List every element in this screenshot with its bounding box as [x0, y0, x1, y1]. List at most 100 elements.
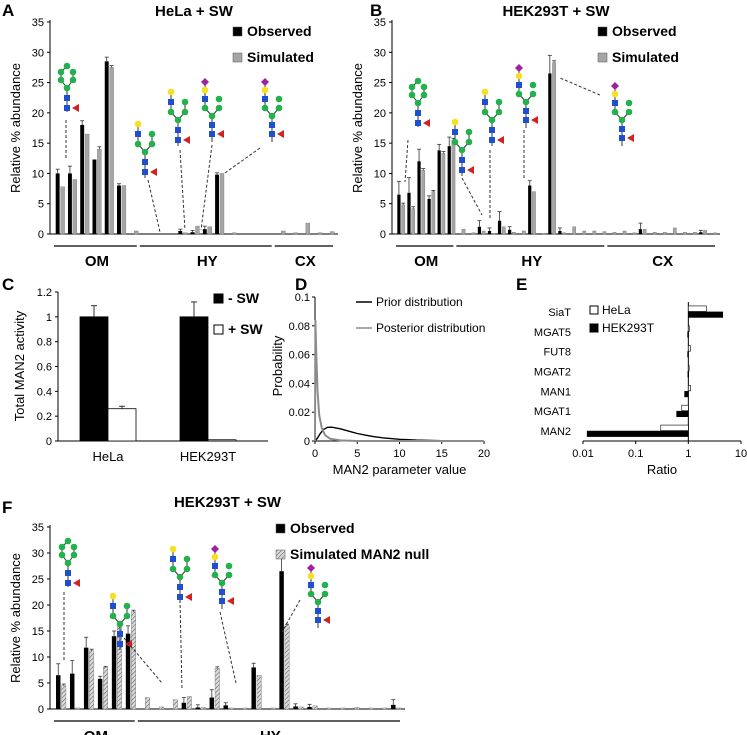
- y-tick-label: 25: [32, 78, 44, 90]
- bar-simulated-man2-null: [158, 706, 164, 710]
- y-tick-label: 25: [374, 78, 386, 90]
- fucose-icon: [531, 116, 538, 124]
- series-line-posterior: [314, 319, 484, 442]
- bar-minus-sw: [79, 316, 109, 442]
- bar-observed: [125, 633, 131, 709]
- fucose-icon: [497, 136, 504, 144]
- bar-simulated-man2-null: [396, 707, 402, 710]
- series-line-prior: [314, 426, 485, 442]
- mannose-icon: [70, 543, 78, 551]
- mannose-icon: [208, 112, 216, 120]
- bar-hek293t: [688, 311, 724, 318]
- galactose-icon: [307, 572, 315, 580]
- mannose-icon: [414, 77, 422, 85]
- annotation-arrow: [179, 149, 186, 231]
- fucose-icon: [227, 597, 234, 605]
- bar-simulated: [60, 186, 65, 235]
- x-tick-label: 0.1: [628, 448, 643, 460]
- mannose-icon: [275, 104, 283, 112]
- galactose-icon: [169, 545, 177, 553]
- bar-simulated-man2-null: [131, 611, 136, 710]
- mannose-icon: [420, 83, 428, 91]
- glcnac-icon: [212, 563, 218, 569]
- bar-observed: [223, 705, 228, 709]
- y-tick-label: 0: [38, 704, 44, 716]
- bar-simulated-man2-null: [284, 625, 290, 710]
- bar-observed: [55, 173, 60, 234]
- y-tick-label: 30: [374, 47, 386, 59]
- bar-simulated-man2-null: [242, 707, 248, 710]
- bar-simulated-man2-null: [312, 705, 318, 710]
- glycan-icon: [611, 82, 634, 146]
- bar-simulated: [305, 222, 310, 235]
- glycan-icon: [307, 564, 330, 628]
- bar-observed: [638, 229, 643, 234]
- bar-simulated: [461, 228, 466, 235]
- y-tick-label: 0: [46, 436, 52, 448]
- fucose-icon: [467, 166, 474, 174]
- bar-simulated: [501, 226, 506, 235]
- bar-plus-sw: [107, 408, 137, 442]
- glcnac-icon: [489, 137, 495, 143]
- y-tick-label: 10: [32, 168, 44, 180]
- group-label: HY: [521, 253, 542, 270]
- glcnac-icon: [64, 105, 70, 111]
- mannose-icon: [167, 108, 175, 116]
- bar-simulated-man2-null: [103, 667, 109, 710]
- bar-simulated: [219, 173, 225, 235]
- bar-observed: [97, 678, 103, 709]
- bar-simulated: [632, 232, 637, 235]
- mannose-icon: [116, 620, 124, 628]
- bar-simulated: [207, 226, 212, 235]
- bar-simulated-man2-null: [256, 675, 262, 710]
- mannose-icon: [109, 612, 117, 620]
- annotation-arrow: [404, 139, 409, 183]
- bar-observed: [699, 232, 703, 234]
- bar-simulated: [195, 225, 200, 235]
- bar-simulated: [652, 231, 657, 235]
- bar-simulated: [72, 179, 78, 235]
- mannose-icon: [465, 138, 473, 146]
- legend-label: Simulated: [247, 49, 314, 65]
- y-tick-label: 0.8: [37, 337, 52, 349]
- y-tick-label: 10: [32, 652, 44, 664]
- y-category-label: MAN1: [540, 386, 571, 398]
- legend-swatch: [275, 549, 286, 560]
- bar-observed: [190, 232, 195, 234]
- fucose-icon: [73, 579, 80, 587]
- legend-label: Posterior distribution: [376, 321, 485, 335]
- mannose-icon: [261, 104, 269, 112]
- mannose-icon: [414, 99, 422, 107]
- mannose-icon: [625, 108, 633, 116]
- glycan-icon: [201, 78, 224, 142]
- y-tick-label: 0.04: [289, 378, 310, 390]
- glcnac-icon: [65, 580, 71, 586]
- y-tick-label: 5: [38, 199, 44, 211]
- glcnac-icon: [177, 594, 183, 600]
- y-tick-label: 0.06: [289, 350, 310, 362]
- x-tick-label: 10: [735, 448, 747, 460]
- bar-simulated: [572, 226, 577, 235]
- chart-title: HEK293T + SW: [174, 494, 282, 511]
- group-label: HY: [260, 728, 281, 735]
- galactose-icon: [211, 553, 219, 561]
- glcnac-icon: [415, 110, 421, 116]
- mannose-icon: [529, 90, 537, 98]
- mannose-icon: [225, 562, 233, 570]
- bar-simulated: [542, 233, 546, 235]
- legend-swatch: [597, 52, 608, 63]
- bar-observed: [391, 704, 396, 709]
- glcnac-icon: [110, 603, 116, 609]
- bar-simulated: [411, 208, 416, 235]
- y-tick-label: 20: [374, 108, 386, 120]
- bar-simulated: [552, 62, 556, 235]
- legend-swatch: [589, 305, 599, 315]
- bar-hela: [688, 325, 690, 332]
- bar-simulated: [693, 231, 697, 235]
- bar-hela: [688, 385, 691, 392]
- bar-simulated: [121, 185, 127, 235]
- sialic-acid-icon: [211, 545, 219, 553]
- y-tick-label: 15: [32, 138, 44, 150]
- mannose-icon: [408, 83, 416, 91]
- bar-hek293t: [687, 351, 689, 358]
